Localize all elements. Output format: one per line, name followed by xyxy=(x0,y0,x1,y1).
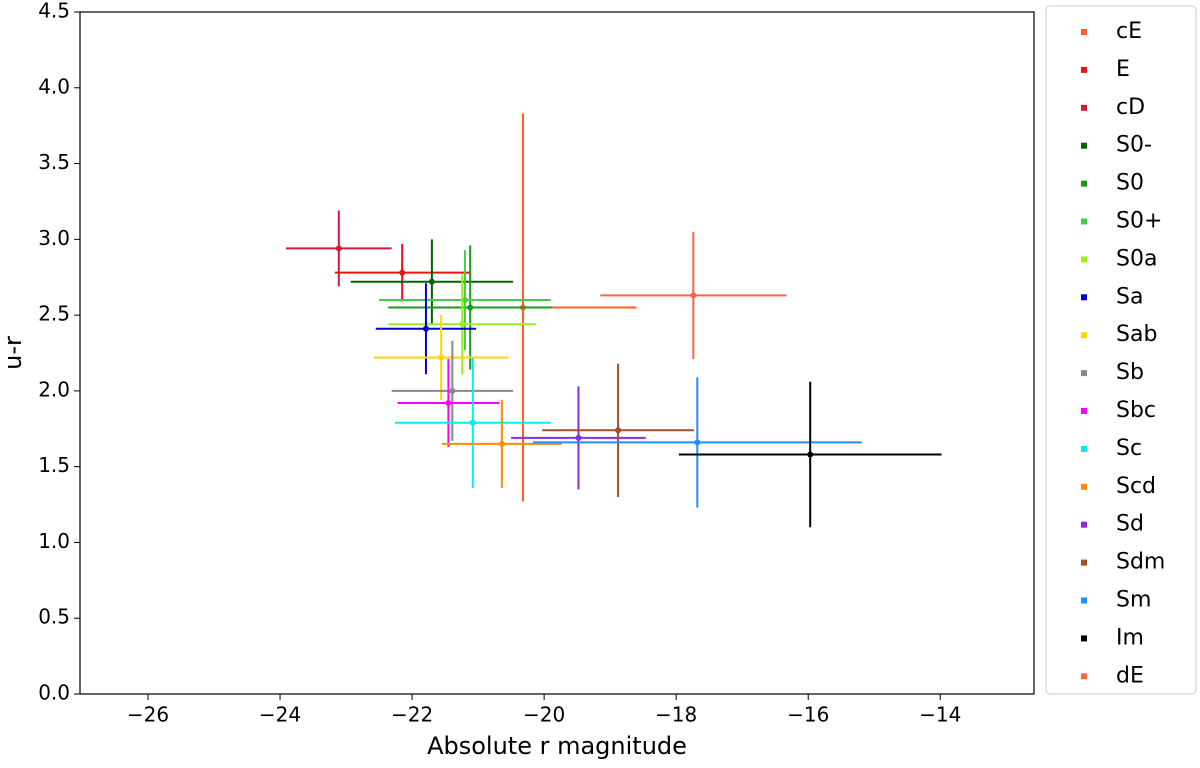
y-tick-label: 3.5 xyxy=(38,150,70,174)
legend-label: Sd xyxy=(1116,512,1144,537)
point xyxy=(422,325,429,332)
legend-label: Sm xyxy=(1116,588,1151,613)
legend-marker xyxy=(1081,294,1087,301)
point xyxy=(399,269,406,276)
point xyxy=(469,419,476,426)
x-tick-label: −14 xyxy=(919,703,961,727)
legend-marker xyxy=(1081,635,1087,642)
legend-label: Sb xyxy=(1116,360,1144,385)
x-tick-label: −22 xyxy=(391,703,433,727)
x-axis-title: Absolute r magnitude xyxy=(427,732,687,760)
legend-marker xyxy=(1081,180,1087,187)
legend-marker xyxy=(1081,521,1087,528)
point xyxy=(461,296,468,303)
legend-label: Sc xyxy=(1116,436,1142,461)
y-tick-label: 2.0 xyxy=(38,377,70,401)
legend-label: Sab xyxy=(1116,322,1157,347)
point xyxy=(438,354,445,361)
legend-label: E xyxy=(1116,57,1130,82)
legend-label: cE xyxy=(1116,19,1142,44)
legend-label: S0a xyxy=(1116,246,1157,271)
x-tick-label: −18 xyxy=(655,703,697,727)
legend-marker xyxy=(1081,559,1087,566)
x-tick-label: −24 xyxy=(259,703,301,727)
legend-label: Scd xyxy=(1116,474,1156,499)
y-tick-label: 2.5 xyxy=(38,302,70,326)
point xyxy=(694,439,701,446)
legend-marker xyxy=(1081,673,1087,680)
y-axis-title: u-r xyxy=(0,336,27,370)
legend-marker xyxy=(1081,597,1087,604)
legend-marker xyxy=(1081,29,1087,35)
legend-marker xyxy=(1081,104,1087,111)
point xyxy=(498,440,505,447)
point xyxy=(615,427,622,434)
legend-marker xyxy=(1081,218,1087,225)
legend-marker xyxy=(1081,66,1087,73)
point xyxy=(575,434,582,441)
x-tick-label: −16 xyxy=(787,703,829,727)
legend-label: Sa xyxy=(1116,284,1143,309)
point xyxy=(335,245,342,252)
y-tick-label: 0.5 xyxy=(38,605,70,629)
legend-marker xyxy=(1081,332,1087,339)
plot-frame xyxy=(79,11,1035,695)
legend-marker xyxy=(1081,483,1087,490)
legend-marker xyxy=(1081,408,1087,414)
legend-marker xyxy=(1081,142,1087,149)
legend-label: S0+ xyxy=(1116,209,1162,234)
point xyxy=(449,387,456,394)
legend-label: dE xyxy=(1116,663,1144,688)
legend-label: S0- xyxy=(1116,133,1152,158)
point xyxy=(807,451,814,458)
x-tick-label: −20 xyxy=(523,703,565,727)
y-tick-label: 1.0 xyxy=(38,529,70,553)
y-tick-label: 4.5 xyxy=(38,0,70,23)
point xyxy=(445,400,452,407)
y-tick-label: 4.0 xyxy=(38,74,70,98)
legend-marker xyxy=(1081,256,1087,263)
y-tick-label: 0.0 xyxy=(38,681,70,705)
legend-marker xyxy=(1081,445,1087,452)
legend-label: Im xyxy=(1116,625,1144,650)
legend-label: Sbc xyxy=(1116,398,1156,423)
y-tick-label: 3.0 xyxy=(38,226,70,250)
legend-label: cD xyxy=(1116,95,1145,120)
legend-label: Sdm xyxy=(1116,550,1165,575)
point xyxy=(459,321,466,328)
legend-label: S0 xyxy=(1116,171,1144,196)
point xyxy=(467,304,474,311)
y-tick-label: 1.5 xyxy=(38,453,70,477)
legend-marker xyxy=(1081,370,1087,377)
x-tick-label: −26 xyxy=(127,703,169,727)
point xyxy=(690,292,697,299)
point xyxy=(428,278,435,285)
